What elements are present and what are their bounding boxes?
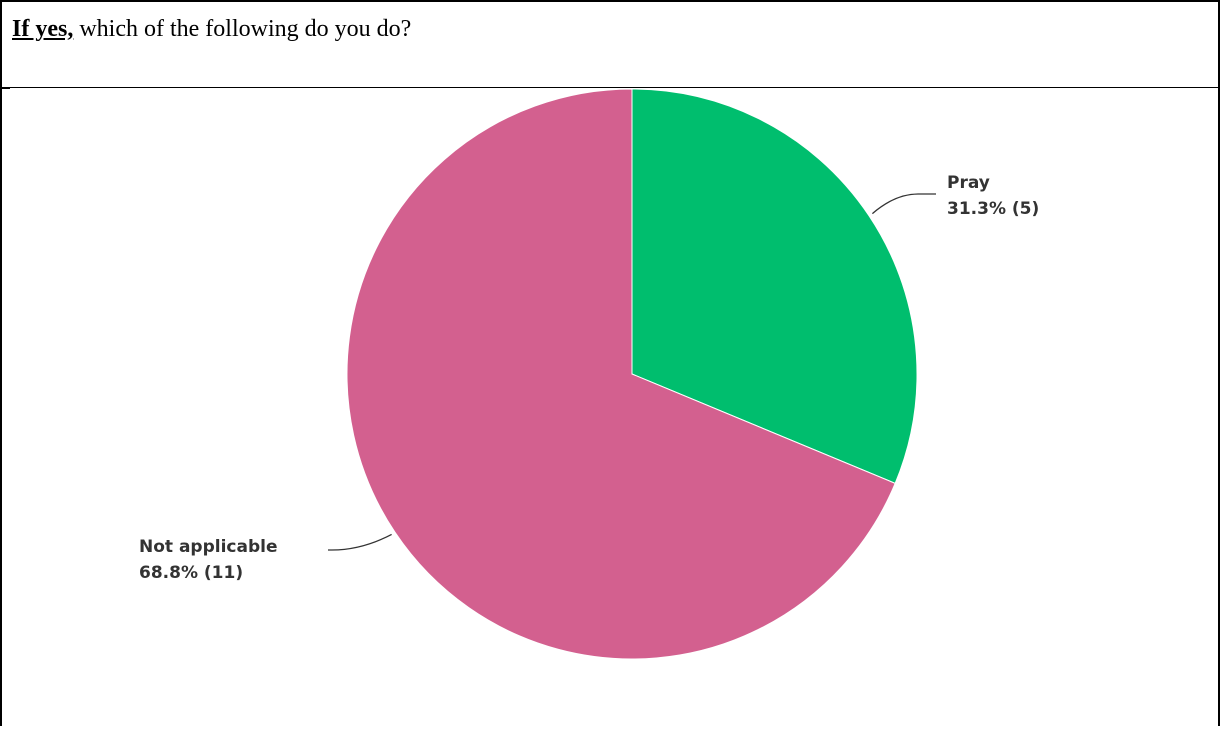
pie-slice-not-applicable	[346, 88, 896, 660]
chart-area: Pray 31.3% (5) Not applicable 68.8% (11)	[2, 88, 1220, 727]
slice-label-name: Not applicable	[139, 537, 278, 557]
slice-label-name: Pray	[947, 173, 990, 193]
slice-label-value: 31.3% (5)	[947, 199, 1039, 219]
leader-line-not-applicable	[328, 533, 392, 551]
slice-label-value: 68.8% (11)	[139, 563, 243, 583]
question-text: which of the following do you do?	[73, 16, 412, 42]
question-lead: If yes,	[12, 16, 74, 42]
question-cell: If yes, which of the following do you do…	[2, 2, 1218, 88]
cell-divider-tick	[2, 88, 10, 89]
pie-chart: Pray 31.3% (5) Not applicable 68.8% (11)	[139, 88, 1039, 660]
leader-line-pray	[871, 193, 936, 215]
pie-slice-pray	[631, 88, 918, 485]
